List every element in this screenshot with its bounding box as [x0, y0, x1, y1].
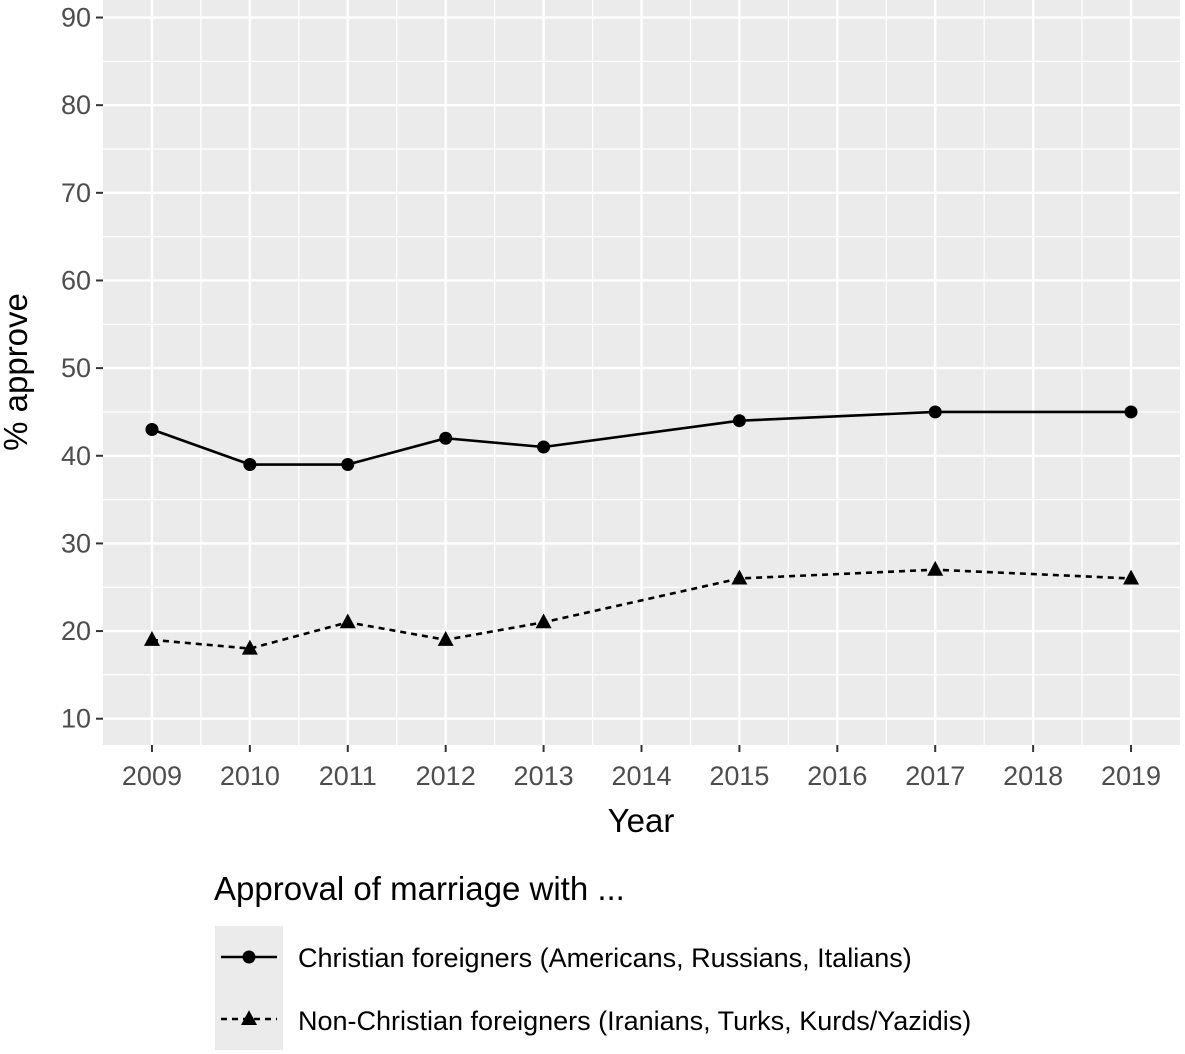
y-tick-label: 70: [61, 178, 91, 208]
series-line-0: [151, 410, 1132, 466]
series-line-1: [151, 568, 1132, 650]
x-tick-label: 2015: [709, 761, 769, 791]
data-point-0: [732, 414, 746, 428]
data-point-1: [731, 569, 748, 585]
y-tick-label: 80: [61, 90, 91, 120]
data-point-1: [535, 613, 552, 629]
x-tick-label: 2010: [220, 761, 280, 791]
x-tick-label: 2009: [122, 761, 182, 791]
legend-label-non-christian: Non-Christian foreigners (Iranians, Turk…: [298, 1006, 971, 1036]
data-point-1: [143, 631, 160, 646]
y-tick-label: 90: [61, 3, 91, 33]
y-tick-label: 60: [61, 265, 91, 295]
legend-marker-1: [241, 1010, 257, 1025]
y-tick-label: 50: [61, 353, 91, 383]
data-point-0: [537, 440, 551, 454]
major-gridlines: [103, 0, 1180, 745]
legend-symbols: [221, 950, 277, 1025]
x-tick-label: 2019: [1101, 761, 1161, 791]
data-point-0: [1124, 405, 1138, 419]
y-axis-title: % approve: [0, 293, 34, 451]
legend-marker-0: [242, 950, 256, 964]
x-tick-label: 2018: [1003, 761, 1063, 791]
x-tick-label: 2011: [319, 761, 377, 791]
x-tick-label: 2016: [807, 761, 867, 791]
data-point-1: [437, 631, 454, 646]
y-axis: 10 20 30 40 50 60 70 80 90: [61, 3, 103, 734]
legend-title: Approval of marriage with ...: [214, 870, 625, 907]
x-tick-label: 2012: [416, 761, 476, 791]
legend-label-christian: Christian foreigners (Americans, Russian…: [298, 943, 912, 973]
data-point-0: [243, 458, 257, 472]
data-point-0: [439, 431, 453, 445]
data-point-0: [341, 458, 355, 472]
y-tick-label: 40: [61, 441, 91, 471]
y-tick-label: 30: [61, 528, 91, 558]
data-point-0: [928, 405, 942, 419]
x-tick-label: 2013: [514, 761, 574, 791]
y-tick-label: 20: [61, 616, 91, 646]
x-tick-label: 2017: [905, 761, 965, 791]
data-point-1: [339, 613, 356, 629]
y-tick-label: 10: [61, 704, 91, 734]
x-tick-label: 2014: [611, 761, 671, 791]
data-point-0: [145, 422, 159, 436]
data-point-1: [241, 639, 258, 655]
series-layer: [143, 405, 1140, 655]
x-axis-title: Year: [608, 802, 675, 839]
data-point-1: [1123, 569, 1140, 585]
x-axis: 2009 2010 2011 2012 2013 2014 2015 2016 2017 2018…: [122, 745, 1161, 791]
legend: Approval of marriage with ... Christian …: [214, 870, 971, 1050]
data-point-1: [927, 560, 944, 576]
